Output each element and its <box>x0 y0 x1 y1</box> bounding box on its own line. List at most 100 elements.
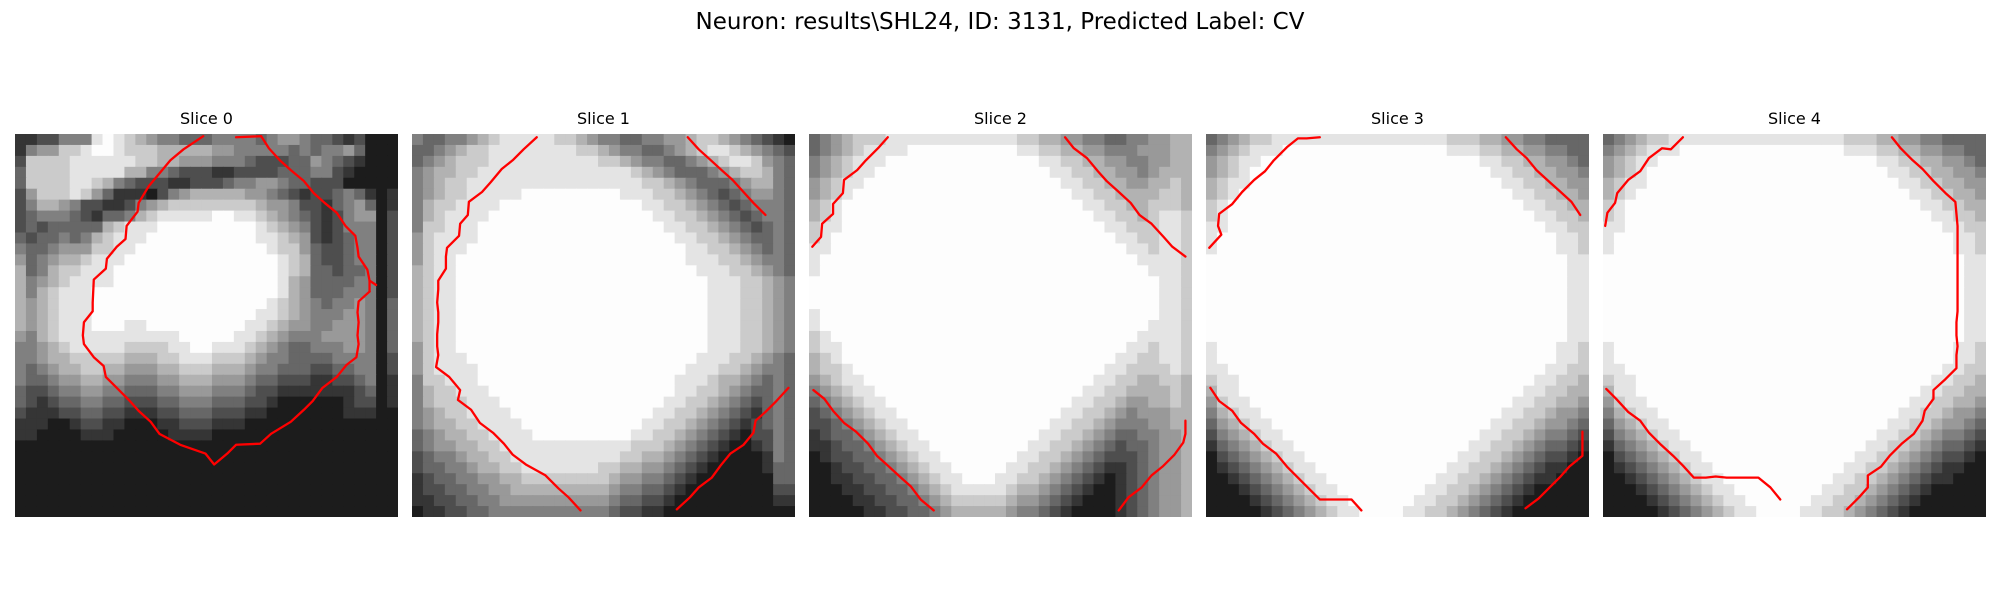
image-pixel <box>554 341 566 354</box>
image-pixel <box>1556 232 1568 245</box>
image-pixel <box>211 363 224 376</box>
image-pixel <box>729 144 741 157</box>
image-pixel <box>1027 506 1040 517</box>
image-pixel <box>365 298 377 310</box>
image-pixel <box>1534 188 1546 201</box>
image-pixel <box>510 276 523 288</box>
image-pixel <box>1049 330 1062 343</box>
image-pixel <box>211 298 224 310</box>
image-pixel <box>1181 287 1192 299</box>
image-pixel <box>488 298 501 310</box>
image-pixel <box>674 134 687 146</box>
image-pixel <box>598 265 610 277</box>
image-pixel <box>332 462 344 474</box>
image-pixel <box>499 188 512 201</box>
image-pixel <box>608 254 621 267</box>
image-pixel <box>332 385 344 398</box>
image-pixel <box>1337 352 1349 365</box>
image-pixel <box>179 473 191 485</box>
image-pixel <box>80 166 93 179</box>
image-pixel <box>1501 309 1514 321</box>
image-pixel <box>1115 407 1128 420</box>
image-pixel <box>729 287 741 299</box>
image-pixel <box>729 396 741 409</box>
image-pixel <box>521 320 534 332</box>
image-pixel <box>69 166 82 179</box>
image-pixel <box>466 396 479 409</box>
image-pixel <box>1038 265 1051 277</box>
image-pixel <box>466 473 479 485</box>
image-pixel <box>69 320 82 332</box>
image-pixel <box>146 287 158 299</box>
image-pixel <box>1370 341 1382 354</box>
image-pixel <box>1381 418 1393 431</box>
image-pixel <box>1523 210 1535 223</box>
image-pixel <box>376 462 388 474</box>
image-pixel <box>896 341 909 354</box>
image-pixel <box>1049 484 1062 496</box>
image-pixel <box>168 363 180 376</box>
image-pixel <box>332 232 344 245</box>
image-pixel <box>674 330 687 343</box>
image-pixel <box>852 363 865 376</box>
image-pixel <box>1170 396 1182 409</box>
image-pixel <box>896 276 909 288</box>
image-pixel <box>874 473 887 485</box>
image-pixel <box>277 352 290 365</box>
image-pixel <box>1413 188 1426 201</box>
image-pixel <box>1082 451 1095 463</box>
image-pixel <box>1005 451 1018 463</box>
image-pixel <box>58 287 71 299</box>
image-pixel <box>277 440 290 453</box>
image-pixel <box>940 440 952 453</box>
image-pixel <box>995 134 1007 146</box>
image-pixel <box>1424 210 1437 223</box>
image-pixel <box>1920 144 1932 157</box>
image-pixel <box>321 221 334 234</box>
image-pixel <box>1027 144 1040 157</box>
image-pixel <box>444 374 457 387</box>
image-pixel <box>674 385 687 398</box>
image-pixel <box>1137 287 1149 299</box>
image-pixel <box>1216 134 1229 146</box>
image-pixel <box>91 265 104 277</box>
image-pixel <box>1115 276 1128 288</box>
image-pixel <box>233 199 246 212</box>
image-pixel <box>1534 495 1546 507</box>
image-pixel <box>36 429 49 442</box>
image-pixel <box>1315 462 1328 474</box>
image-pixel <box>277 429 290 442</box>
image-pixel <box>266 265 279 277</box>
image-pixel <box>1038 506 1051 517</box>
image-pixel <box>376 155 388 168</box>
image-pixel <box>102 276 115 288</box>
image-pixel <box>135 210 148 223</box>
image-pixel <box>1545 484 1557 496</box>
image-pixel <box>332 440 344 453</box>
image-pixel <box>907 429 920 442</box>
image-pixel <box>940 385 952 398</box>
image-pixel <box>1468 287 1481 299</box>
image-pixel <box>784 363 795 376</box>
image-pixel <box>619 495 632 507</box>
image-pixel <box>1446 309 1459 321</box>
image-pixel <box>69 276 82 288</box>
image-pixel <box>113 188 126 201</box>
image-pixel <box>310 243 323 256</box>
image-pixel <box>25 385 38 398</box>
image-pixel <box>288 462 301 474</box>
image-pixel <box>1038 462 1051 474</box>
image-pixel <box>466 429 479 442</box>
image-pixel <box>211 506 224 517</box>
image-pixel <box>135 265 148 277</box>
image-pixel <box>91 188 104 201</box>
image-pixel <box>288 265 301 277</box>
image-pixel <box>277 462 290 474</box>
image-pixel <box>652 385 665 398</box>
image-pixel <box>1479 418 1492 431</box>
image-pixel <box>1556 506 1568 517</box>
image-pixel <box>841 473 854 485</box>
image-pixel <box>102 210 115 223</box>
image-pixel <box>674 320 687 332</box>
image-pixel <box>874 440 887 453</box>
